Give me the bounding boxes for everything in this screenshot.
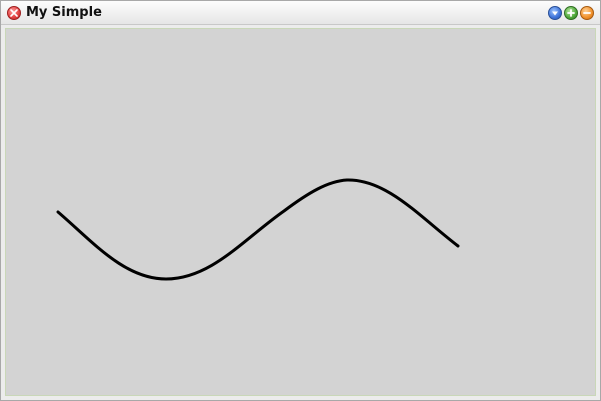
chevron-down-icon bbox=[552, 11, 558, 16]
minimize-button[interactable] bbox=[580, 6, 594, 20]
title-bar[interactable]: My Simple bbox=[1, 1, 600, 25]
drawing-area[interactable] bbox=[5, 28, 596, 396]
close-icon bbox=[10, 9, 18, 17]
plus-icon bbox=[567, 9, 575, 17]
maximize-button[interactable] bbox=[564, 6, 578, 20]
window-menu-button[interactable] bbox=[548, 6, 562, 20]
minus-icon bbox=[583, 12, 591, 14]
window-title: My Simple bbox=[26, 5, 102, 20]
close-button[interactable] bbox=[7, 6, 21, 20]
drawing-canvas bbox=[56, 178, 460, 281]
sine-curve bbox=[56, 178, 460, 281]
